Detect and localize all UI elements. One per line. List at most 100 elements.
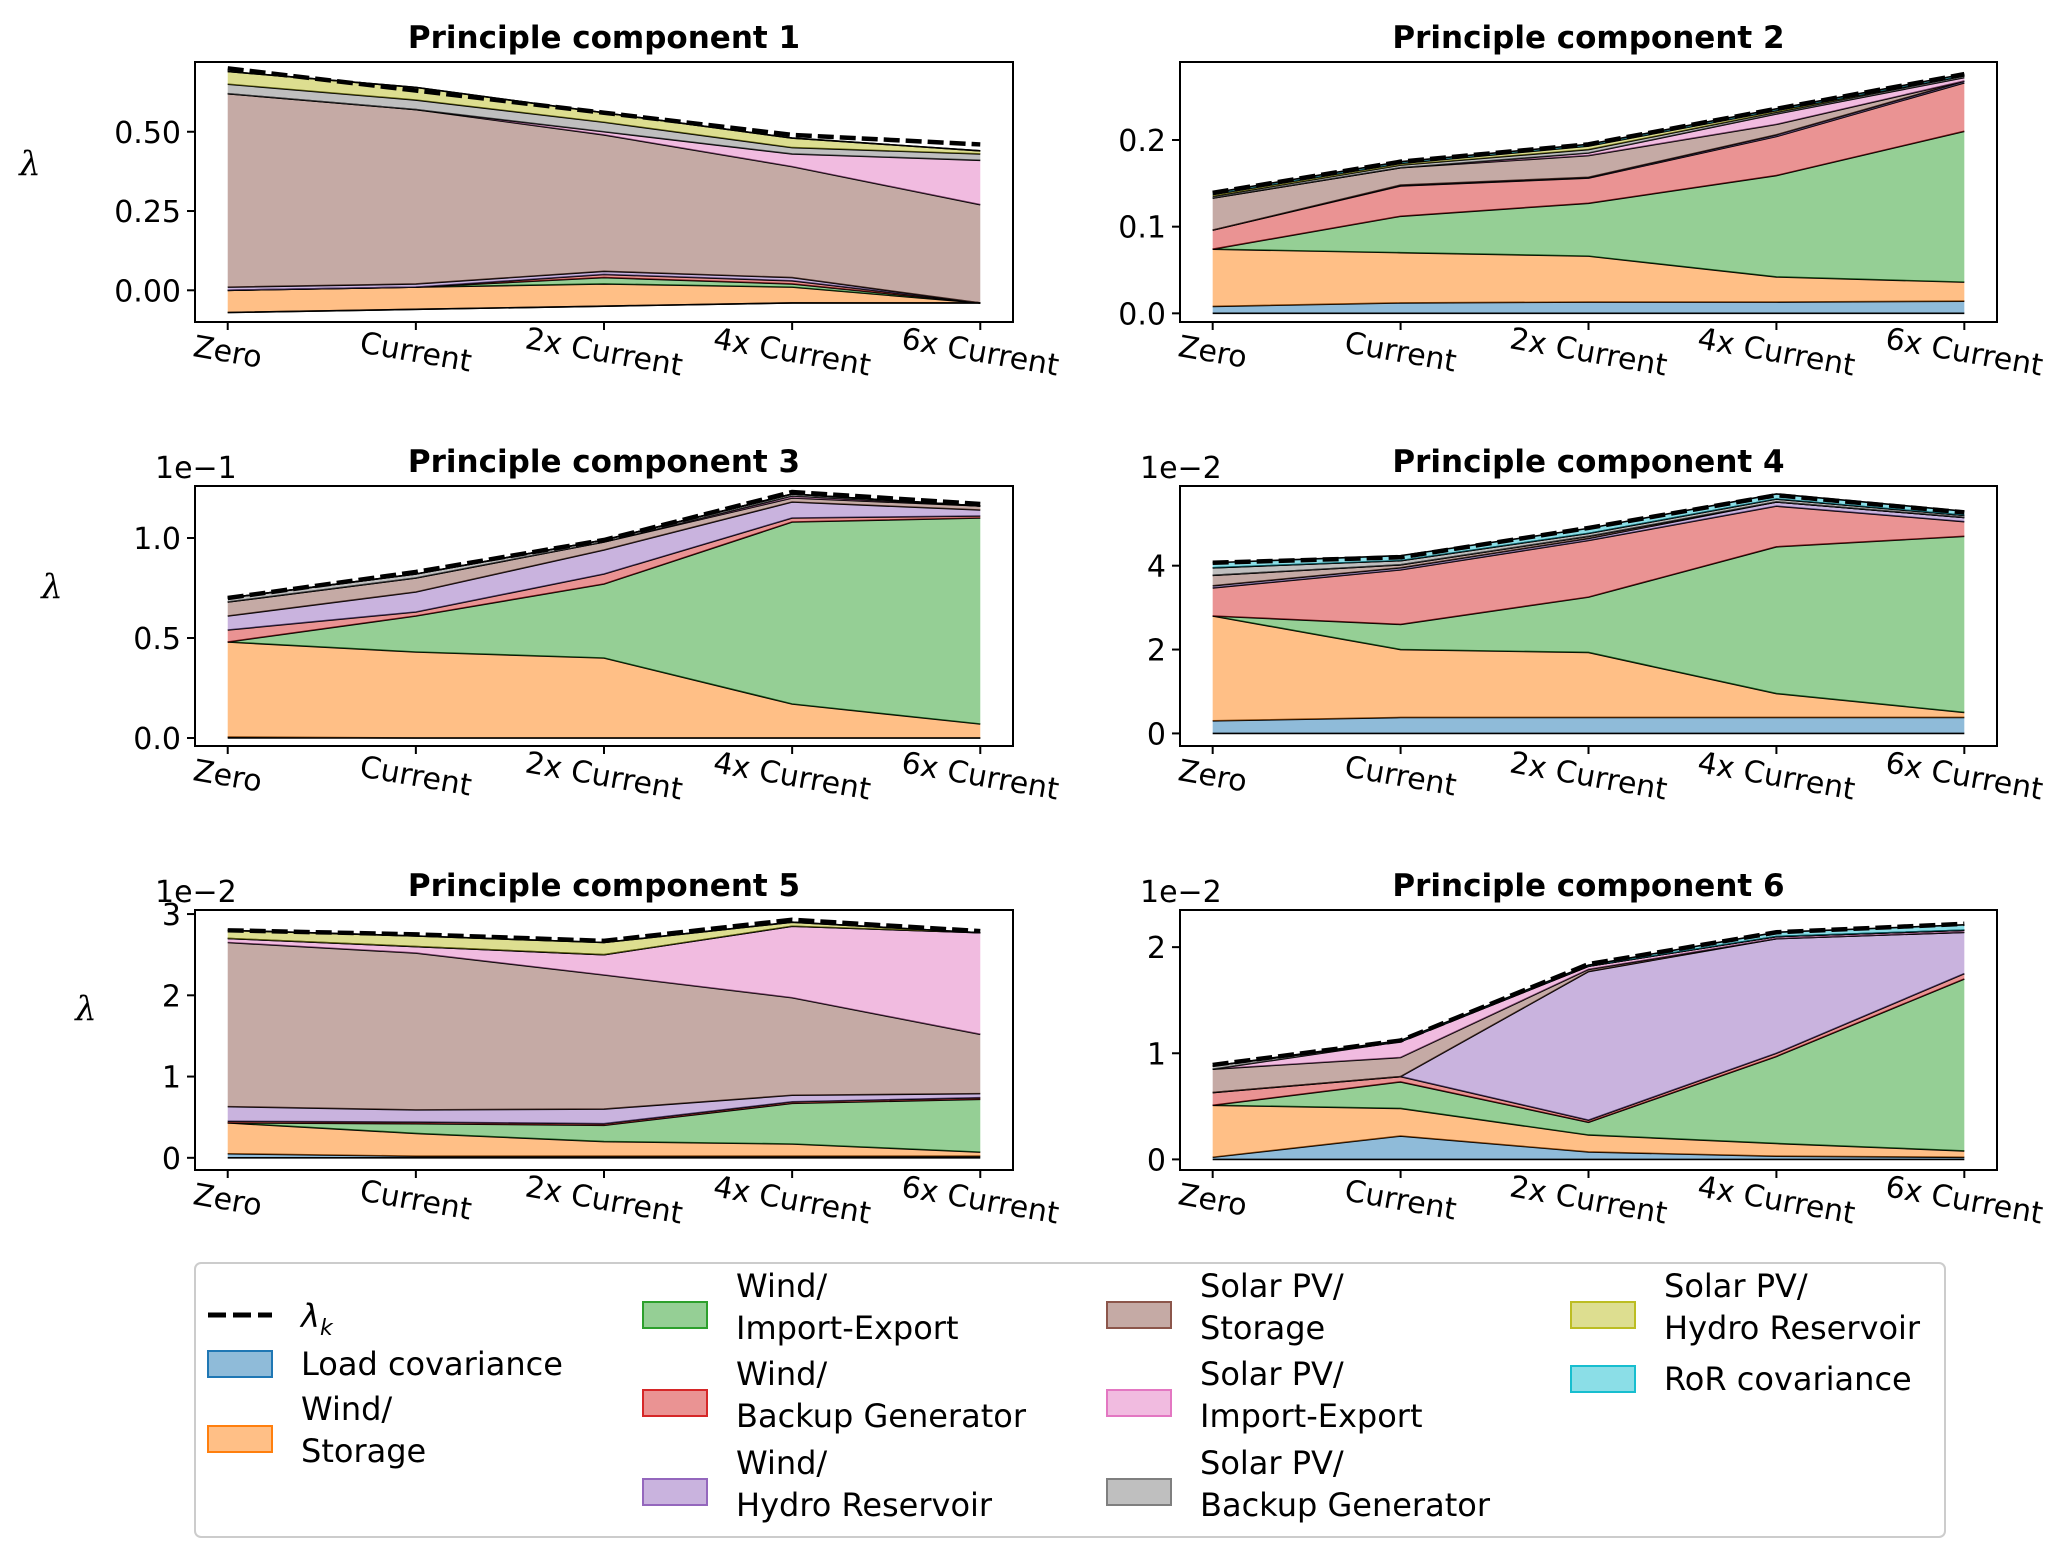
y-axis-label: λ [73,989,97,1029]
legend-label-wind-backup-generator-1: Wind/ [736,1355,827,1393]
area-solar-pv-backup-generator [227,84,981,161]
x-tick-label: Zero [191,329,265,375]
area-load-covariance [1212,301,1965,314]
lambda-k-line [1212,71,1965,196]
y-axis-label: λ [39,567,63,607]
legend-swatch-wind-storage [207,1425,273,1453]
subplot-title: Principle component 6 [1392,868,1784,904]
y-tick-label: 0.25 [114,195,181,230]
legend-label-wind-hydro-reservoir-2: Hydro Reservoir [736,1486,993,1524]
legend-swatch-wind-import-export [642,1301,708,1329]
area-wind-storage [1212,249,1965,307]
legend-label-solar-pv-import-export-2: Import-Export [1200,1397,1423,1435]
legend-swatch-solar-pv-import-export [1106,1389,1172,1417]
x-tick-label: 6x Current [899,745,1062,807]
y-tick-label: 2 [162,979,181,1014]
plot-area [227,489,981,739]
legend-swatch-solar-pv-storage [1106,1301,1172,1329]
y-offset-label: 1e−2 [155,875,237,910]
area-solar-pv-storage [227,498,981,616]
y-tick-label: 0.0 [1118,297,1166,332]
area-wind-backup-generator [227,516,981,642]
y-tick-label: 1 [162,1061,181,1096]
area-solar-pv-storage [1212,932,1965,1093]
legend-label-load-covariance: Load covariance [301,1345,563,1383]
x-tick-label: Zero [191,1177,265,1223]
y-tick-label: 4 [1147,550,1166,585]
area-wind-backup-generator [1212,82,1965,250]
subplot-2: 0.0 0.1 0.2 Zero Current 2x Current 4x Current… [1118,20,2046,384]
y-tick-label: 0.1 [1118,211,1166,246]
legend-label-solar-pv-backup-generator-2: Backup Generator [1200,1486,1491,1524]
x-tick-label: Zero [1176,1177,1250,1223]
legend-label-solar-pv-storage-2: Storage [1200,1309,1325,1347]
y-tick-label: 2 [1147,931,1166,966]
x-tick-label: Zero [1176,753,1250,799]
area-wind-hydro-reservoir [227,502,981,630]
legend-label-wind-import-export-1: Wind/ [736,1267,827,1305]
x-tick-label: 6x Current [1883,1169,2046,1231]
area-solar-pv-backup-generator [1212,499,1965,576]
legend-label-solar-pv-import-export-1: Solar PV/ [1200,1355,1344,1393]
area-wind-storage [227,283,981,313]
area-wind-storage [227,642,981,738]
area-wind-import-export [227,277,981,303]
y-tick-label: 0 [1147,717,1166,752]
x-tick-label: 2x Current [523,1169,686,1231]
area-solar-pv-storage [227,93,981,303]
x-tick-label: 6x Current [1883,745,2046,807]
subplot-title: Principle component 1 [408,20,800,56]
area-wind-hydro-reservoir [227,1093,981,1124]
y-tick-label: 0.0 [133,722,181,757]
y-tick-label: 2 [1147,634,1166,669]
x-tick-label: 2x Current [1507,321,1670,383]
x-tick-label: 6x Current [1883,321,2046,383]
area-edge-load-covariance [1212,716,1965,722]
subplot-5: 0 1 2 3 Zero Current 2x Current 4x Current 6x Cu… [73,868,1062,1232]
x-tick-label: 4x Current [711,1169,874,1231]
area-wind-import-export [1212,978,1965,1151]
lambda-k-line [227,66,981,147]
x-tick-label: Zero [1176,329,1250,375]
plot-area [227,917,981,1159]
area-solar-pv-storage [227,942,981,1110]
area-wind-storage [227,1122,981,1157]
subplot-4: 0 2 4 Zero Current 2x Current 4x Current 6x Cur… [1140,444,2046,808]
y-tick-label: 0.50 [114,116,181,151]
legend-swatch-solar-pv-backup-generator [1106,1478,1172,1506]
legend-label-solar-pv-hydro-reservoir-1: Solar PV/ [1664,1267,1808,1305]
area-ror-covariance [1212,493,1965,568]
lambda-k-line [227,917,981,944]
area-wind-import-export [1212,131,1965,283]
x-tick-label: 2x Current [523,321,686,383]
y-tick-label: 3 [162,898,181,933]
x-tick-label: 6x Current [899,1169,1062,1231]
x-tick-label: Current [357,325,474,379]
x-tick-label: 4x Current [711,321,874,383]
x-tick-label: 2x Current [523,745,686,807]
y-tick-label: 1.0 [133,522,181,557]
area-edge-solar-pv-backup-generator [227,83,981,155]
y-tick-label: 0 [1147,1143,1166,1178]
y-offset-label: 1e−2 [1140,451,1222,486]
legend-swatch-load-covariance [207,1350,273,1378]
x-tick-label: Current [1342,325,1459,379]
y-tick-label: 0 [162,1142,181,1177]
subplot-title: Principle component 3 [408,444,800,480]
y-axis-label: λ [17,144,41,184]
legend-swatch-ror-covariance [1570,1365,1636,1393]
area-edge-wind-storage [1212,1104,1965,1152]
legend-label-solar-pv-backup-generator-1: Solar PV/ [1200,1444,1344,1482]
legend-label-wind-hydro-reservoir-1: Wind/ [736,1444,827,1482]
x-tick-label: Current [1342,1173,1459,1227]
area-solar-pv-backup-generator [227,494,981,602]
subplot-6: 0 1 2 Zero Current 2x Current 4x Current 6x Cur… [1140,868,2046,1232]
plot-area [227,66,981,314]
x-tick-label: Current [1342,749,1459,803]
area-wind-import-export [1212,536,1965,713]
area-solar-pv-backup-generator [1212,75,1965,199]
y-tick-label: 0.5 [133,622,181,657]
subplot-title: Principle component 4 [1392,444,1784,480]
x-tick-label: Zero [191,753,265,799]
